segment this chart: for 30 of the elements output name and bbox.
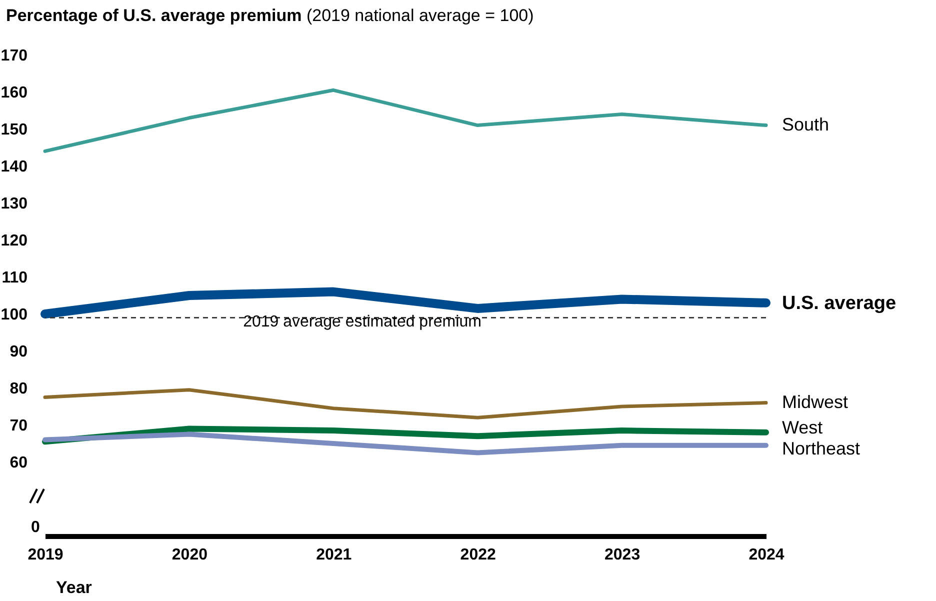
y-tick-label: 110 (2, 270, 28, 286)
chart-subtitle: (2019 national average = 100) (306, 6, 534, 25)
line-series (43, 388, 768, 420)
y-tick-label: 140 (0, 158, 28, 176)
y-tick-label: 100 (0, 306, 28, 324)
x-tick-label: 2020 (172, 546, 208, 564)
x-tick-label: 2021 (316, 546, 352, 564)
text: 0 (31, 519, 40, 537)
chart-title: Percentage of U.S. average premium (6, 6, 302, 25)
y-tick-label: 70 (10, 418, 28, 434)
x-tick-label: 2022 (460, 546, 496, 564)
y-tick-label: 160 (0, 84, 28, 102)
x-axis-title: Year (56, 578, 92, 598)
y-tick-label: 150 (0, 122, 28, 138)
ref-line-label: 2019 average estimated premium (243, 314, 482, 331)
y-tick-label: 130 (0, 196, 28, 212)
series-label: U.S. average (782, 292, 896, 314)
x-tick-label: 2019 (28, 546, 64, 564)
series-label: Northeast (782, 438, 860, 458)
y-tick-label: 170 (0, 48, 28, 64)
y-tick-label: 80 (10, 380, 28, 398)
y-tick-label: 90 (10, 344, 28, 360)
x-tick-label: 2024 (748, 546, 784, 564)
x-tick-label: 2023 (604, 546, 640, 564)
line-series (43, 88, 768, 153)
series-label: South (782, 114, 830, 134)
y-tick-label: 60 (10, 454, 28, 472)
series-label: West (782, 417, 823, 438)
series-label: Midwest (782, 392, 848, 412)
y-tick-label: 120 (0, 232, 28, 250)
